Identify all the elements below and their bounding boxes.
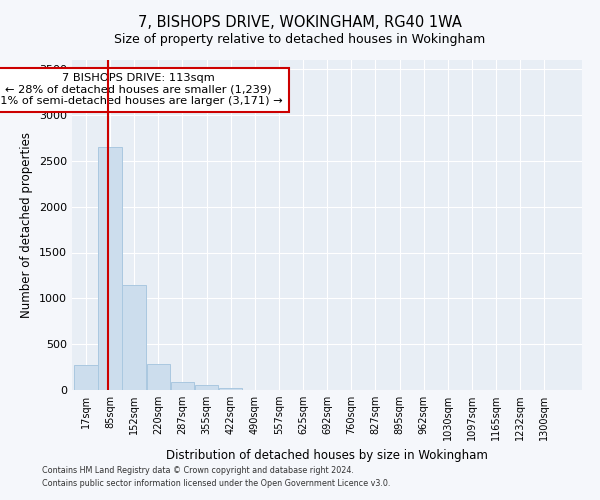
Bar [122, 284, 146, 390]
Text: Contains HM Land Registry data © Crown copyright and database right 2024.
Contai: Contains HM Land Registry data © Crown c… [42, 466, 391, 487]
Y-axis label: Number of detached properties: Number of detached properties [20, 132, 34, 318]
Text: Size of property relative to detached houses in Wokingham: Size of property relative to detached ho… [115, 32, 485, 46]
X-axis label: Distribution of detached houses by size in Wokingham: Distribution of detached houses by size … [166, 448, 488, 462]
Bar [170, 382, 194, 390]
Bar [74, 365, 98, 390]
Bar [98, 147, 122, 390]
Bar [195, 386, 218, 390]
Bar [146, 364, 170, 390]
Text: 7, BISHOPS DRIVE, WOKINGHAM, RG40 1WA: 7, BISHOPS DRIVE, WOKINGHAM, RG40 1WA [138, 15, 462, 30]
Text: 7 BISHOPS DRIVE: 113sqm
← 28% of detached houses are smaller (1,239)
71% of semi: 7 BISHOPS DRIVE: 113sqm ← 28% of detache… [0, 73, 283, 106]
Bar [219, 388, 242, 390]
